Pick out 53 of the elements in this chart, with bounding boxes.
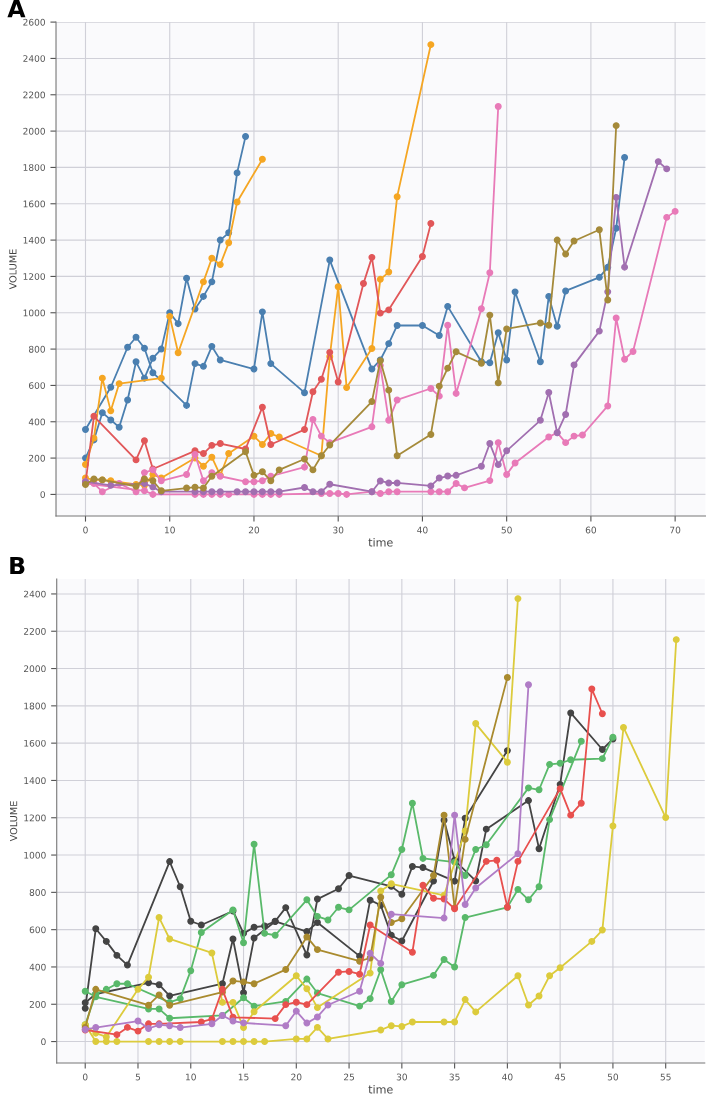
x-tick-label: 50 (607, 1073, 619, 1081)
x-tick-label: 15 (238, 1073, 249, 1081)
y-tick-label: 1600 (23, 200, 45, 208)
x-tick-label: 40 (502, 1073, 513, 1081)
y-tick-label: 1000 (24, 851, 46, 859)
x-tick-label: 40 (417, 526, 428, 534)
y-tick-label: 400 (28, 418, 45, 426)
y-tick-label: 1200 (24, 814, 46, 822)
x-tick-label: 20 (248, 526, 260, 534)
y-axis-title: VOLUME (9, 801, 18, 842)
x-tick-label: 30 (333, 526, 344, 534)
y-tick-label: 2000 (23, 127, 45, 135)
y-tick-label: 800 (28, 345, 45, 353)
y-tick-label: 2400 (23, 55, 45, 62)
y-tick-label: 2000 (23, 665, 46, 673)
y-axis-title: VOLUME (9, 249, 17, 290)
x-tick-label: 0 (82, 1073, 88, 1081)
y-tick-label: 2200 (23, 627, 46, 635)
y-tick-label: 200 (29, 1000, 46, 1008)
x-tick-label: 45 (554, 1073, 566, 1081)
y-tick-label: 600 (29, 926, 46, 934)
y-tick-label: 2200 (23, 91, 45, 99)
chart-title: B (10, 556, 25, 575)
y-tick-label: 1800 (24, 702, 46, 710)
x-tick-label: 0 (83, 526, 88, 534)
x-tick-label: 35 (449, 1073, 460, 1081)
x-axis-title: time (368, 1084, 393, 1094)
y-tick-label: 1400 (23, 236, 45, 244)
x-tick-label: 25 (343, 1073, 355, 1081)
x-tick-label: 10 (164, 526, 175, 534)
x-tick-label: 20 (291, 1073, 302, 1081)
y-tick-label: 1800 (23, 164, 45, 171)
y-tick-label: 0 (40, 491, 45, 498)
x-axis-title: time (368, 537, 393, 547)
y-tick-label: 600 (28, 382, 45, 389)
x-tick-label: 70 (670, 526, 681, 534)
x-tick-label: 55 (660, 1073, 671, 1081)
y-tick-label: 1000 (23, 309, 45, 317)
y-tick-label: 0 (41, 1038, 46, 1046)
chart-title: A (7, 0, 26, 18)
y-tick-label: 1600 (24, 739, 46, 747)
y-tick-label: 2400 (23, 590, 46, 598)
y-tick-label: 2600 (23, 18, 45, 26)
y-tick-label: 200 (29, 454, 45, 462)
x-tick-label: 50 (501, 526, 512, 534)
x-tick-label: 60 (585, 526, 597, 534)
y-tick-label: 1400 (24, 777, 46, 785)
x-tick-label: 10 (186, 1073, 196, 1081)
x-tick-label: 5 (135, 1073, 141, 1081)
y-tick-label: 400 (29, 963, 46, 971)
y-tick-label: 1200 (23, 273, 45, 280)
y-tick-label: 800 (29, 889, 46, 896)
x-tick-label: 30 (396, 1073, 407, 1081)
